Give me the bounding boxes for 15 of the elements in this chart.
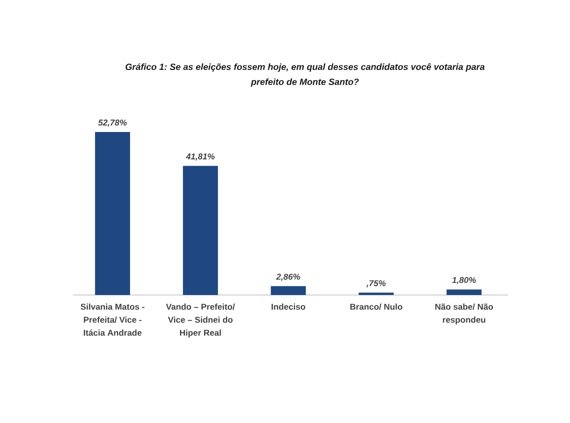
bar	[446, 289, 482, 295]
x-tick-label: Não sabe/ Não respondeu	[435, 304, 494, 324]
x-tick-label: Branco/ Nulo	[350, 304, 402, 310]
data-label: ,75%	[366, 280, 386, 288]
bar	[95, 132, 130, 295]
data-label: 1,80%	[452, 276, 476, 284]
bar	[270, 286, 306, 295]
x-tick-label: Silvania Matos - Prefeita/ Vice - Itácia Andrade	[80, 304, 144, 336]
x-tick-label: Vando – Prefeito/ Vice – Sidnei do Hiper Real	[166, 304, 235, 338]
chart-title: Gráfico 1: Se as eleições fossem hoje, em qual desses candidatos você votaria para prefeito de Monte Santo?	[126, 63, 485, 87]
x-tick-label: Indeciso	[272, 304, 306, 310]
bar	[182, 166, 218, 295]
data-label: 52,78%	[98, 120, 127, 127]
data-label: 2,86%	[276, 274, 300, 281]
data-label: 41,81%	[186, 153, 215, 161]
